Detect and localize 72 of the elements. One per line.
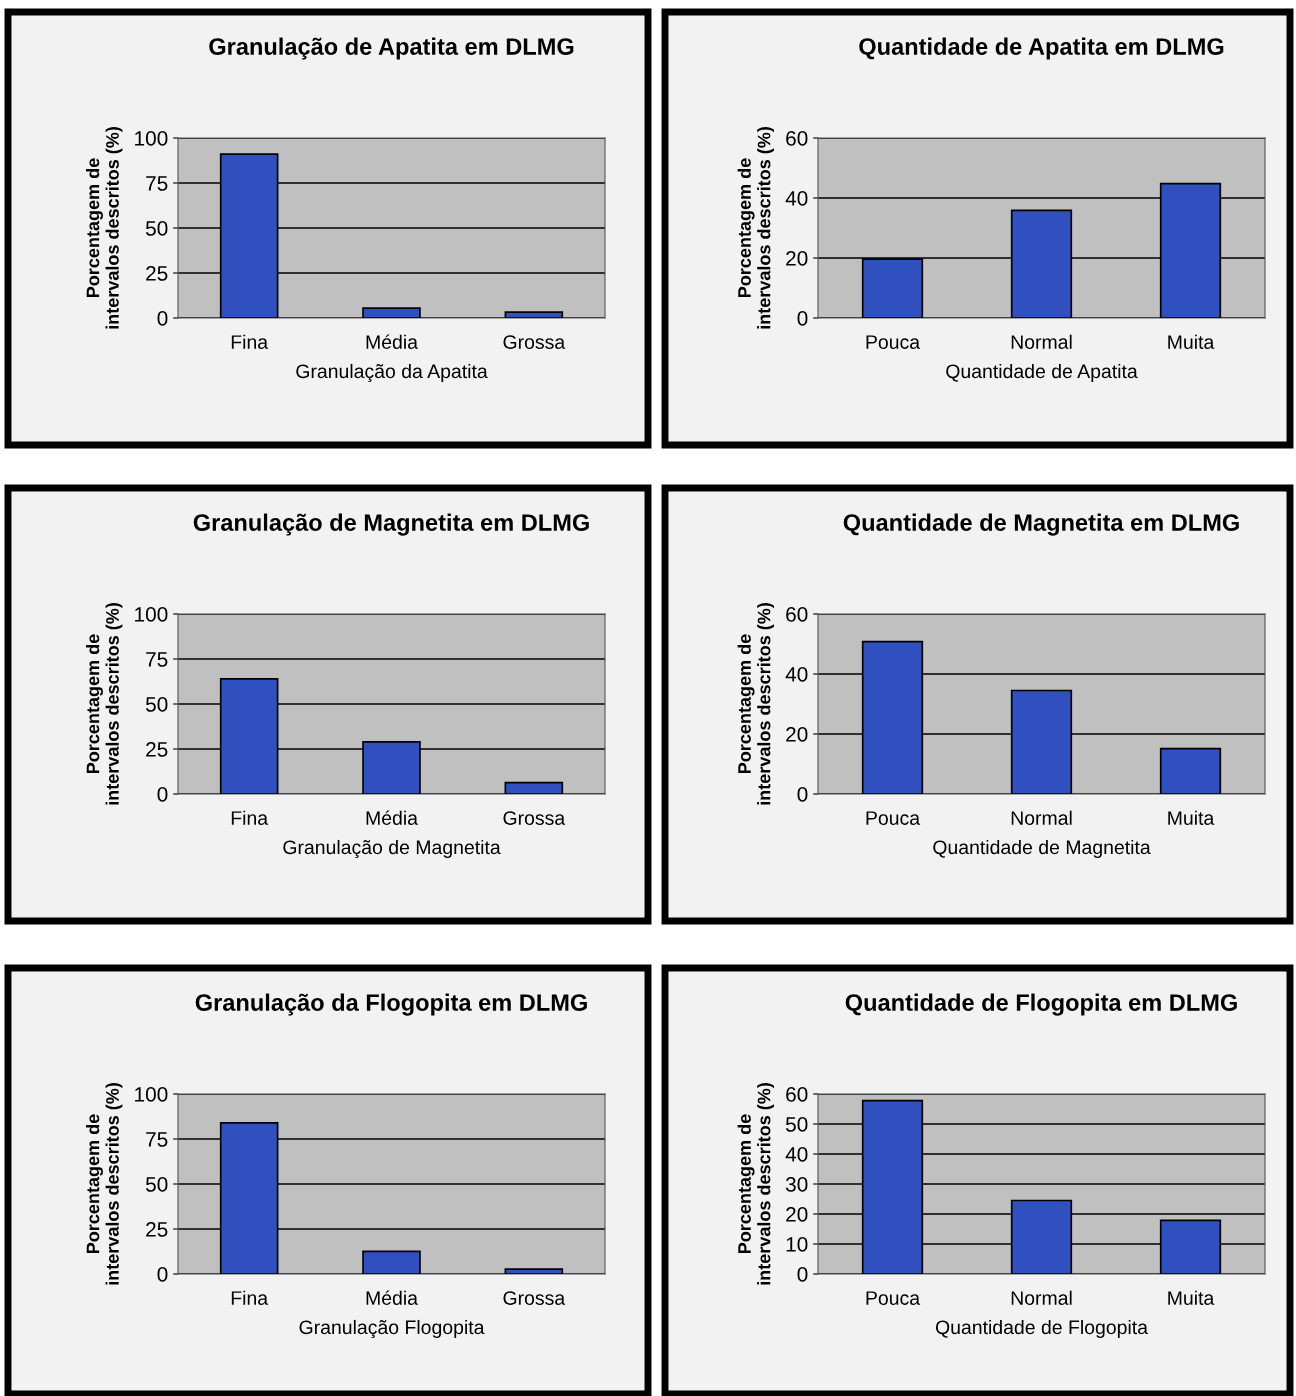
y-axis-title: Porcentagem de intervalos descritos (%) (86, 127, 123, 329)
y-axis-title: Porcentagem de intervalos descritos (%) (737, 603, 774, 805)
bar (1159, 747, 1222, 794)
y-tick-label: 20 (786, 251, 808, 266)
chart-title: Quantidade de Flogopita em DLMG (845, 993, 1237, 1016)
x-tick-label: Grossa (503, 335, 566, 349)
y-tick-label: 30 (785, 1177, 808, 1192)
bar (362, 1250, 421, 1274)
x-tick-label: Pouca (866, 811, 921, 825)
y-tick-label: 75 (146, 1132, 168, 1147)
bar (504, 311, 564, 318)
x-axis-title: Granulação de Magnetita (283, 839, 501, 859)
y-tick-label: 60 (786, 131, 808, 146)
x-tick-label: Muita (1168, 334, 1215, 349)
y-tick-label: 20 (786, 1207, 808, 1222)
x-tick-label: Normal (1011, 1290, 1072, 1305)
y-tick-label: 0 (157, 787, 168, 802)
y-tick-label: 100 (135, 131, 168, 146)
x-tick-label: Pouca (866, 1291, 921, 1305)
bar (504, 781, 564, 794)
x-tick-label: Fina (231, 1290, 269, 1305)
y-tick-label: 75 (146, 652, 168, 667)
y-tick-label: 60 (786, 607, 808, 622)
y-tick-label: 0 (157, 311, 168, 326)
x-tick-label: Muita (1168, 1290, 1215, 1305)
bar (504, 1268, 564, 1274)
chart-title: Quantidade de Apatita em DLMG (859, 37, 1224, 60)
y-tick-label: 25 (146, 1222, 168, 1237)
x-tick-label: Média (366, 334, 418, 349)
y-tick-label: 60 (786, 1087, 808, 1102)
y-tick-label: 50 (785, 1117, 808, 1132)
y-axis-title: Porcentagem de intervalos descritos (%) (737, 1083, 774, 1285)
x-tick-label: Pouca (866, 335, 921, 349)
y-tick-label: 0 (157, 1267, 168, 1282)
y-tick-label: 50 (145, 1177, 168, 1192)
x-tick-label: Fina (231, 334, 269, 349)
x-axis-title: Quantidade de Flogopita (935, 1319, 1148, 1339)
x-axis-title: Granulação da Apatita (296, 363, 488, 383)
y-tick-label: 75 (146, 176, 168, 191)
x-tick-label: Normal (1011, 810, 1072, 825)
x-axis-title: Quantidade de Magnetita (933, 839, 1151, 859)
y-tick-label: 0 (797, 311, 808, 326)
x-axis-title: Granulação Flogopita (299, 1319, 485, 1339)
x-tick-label: Muita (1168, 810, 1215, 825)
y-axis-title: Porcentagem de intervalos descritos (%) (737, 127, 774, 329)
x-tick-label: Grossa (503, 811, 566, 825)
x-axis-title: Quantidade de Apatita (946, 363, 1138, 383)
chart-title: Granulação de Magnetita em DLMG (193, 513, 589, 536)
y-tick-label: 100 (135, 1087, 168, 1102)
x-tick-label: Média (366, 810, 418, 825)
chart-title: Granulação da Flogopita em DLMG (195, 993, 587, 1016)
x-tick-label: Grossa (503, 1291, 566, 1305)
y-tick-label: 40 (785, 191, 808, 206)
chart-title: Granulação de Apatita em DLMG (209, 37, 574, 60)
y-tick-label: 25 (146, 742, 168, 757)
y-tick-label: 10 (786, 1237, 808, 1252)
y-tick-label: 40 (785, 667, 808, 682)
bar (362, 307, 421, 318)
y-tick-label: 50 (145, 697, 168, 712)
chart-title: Quantidade de Magnetita em DLMG (843, 513, 1239, 536)
y-tick-label: 25 (146, 266, 168, 281)
x-tick-label: Fina (231, 810, 269, 825)
y-tick-label: 0 (797, 1267, 808, 1282)
y-tick-label: 0 (797, 787, 808, 802)
x-tick-label: Normal (1011, 334, 1072, 349)
y-tick-label: 40 (785, 1147, 808, 1162)
y-axis-title: Porcentagem de intervalos descritos (%) (86, 603, 123, 805)
y-tick-label: 50 (145, 221, 168, 236)
y-tick-label: 20 (786, 727, 808, 742)
y-tick-label: 100 (135, 607, 168, 622)
x-tick-label: Média (366, 1290, 418, 1305)
y-axis-title: Porcentagem de intervalos descritos (%) (86, 1083, 123, 1285)
